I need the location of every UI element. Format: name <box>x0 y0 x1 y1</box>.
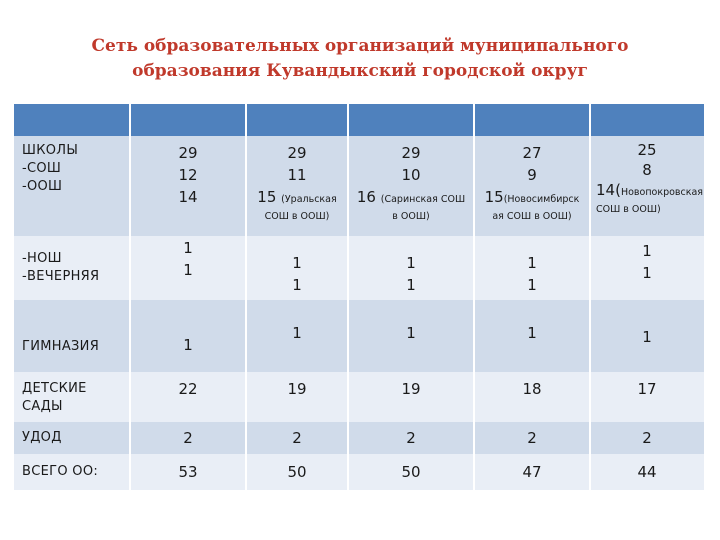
cell-total-2018: 50 <box>401 463 421 481</box>
label-line: САДЫ <box>22 399 63 414</box>
cell-nosh-2020: 1 1 <box>590 240 704 284</box>
label-line: -СОШ <box>22 161 62 176</box>
value-sosh-total: 29 <box>401 144 421 162</box>
cell-kindergartens-2017: 19 <box>287 380 307 398</box>
value-nosh: 1 <box>183 239 193 257</box>
cell-udod-2016: 2 <box>183 429 193 447</box>
value-evening: 1 <box>406 276 416 294</box>
cell-gymnasium-2018: 1 <box>406 324 416 342</box>
value-oosh: 14(Новопокровская <box>590 180 704 203</box>
value-nosh: 1 <box>527 254 537 272</box>
label-line: ДЕТСКИЕ <box>22 381 87 396</box>
value-sosh: 11 <box>287 166 307 184</box>
value-evening: 1 <box>292 276 302 294</box>
value-sosh-total: 29 <box>287 144 307 162</box>
column-separator <box>589 104 591 490</box>
year-header-2020: 2020 <box>627 8 667 26</box>
row-label-kindergartens: ДЕТСКИЕ САДЫ <box>22 380 87 416</box>
cell-kindergartens-2016: 22 <box>178 380 198 398</box>
note-2018: в ООШ) <box>392 211 430 222</box>
cell-schools-2016: 29 12 14 <box>130 142 246 208</box>
cell-total-2017: 50 <box>287 463 307 481</box>
value-evening: 1 <box>183 261 193 279</box>
label-line: -ВЕЧЕРНЯЯ <box>22 269 100 284</box>
value-oosh: 14 <box>178 188 198 206</box>
value-sosh: 8 <box>642 161 652 179</box>
column-separator <box>473 104 475 490</box>
note-2020: СОШ в ООШ) <box>596 204 661 215</box>
cell-kindergartens-2019: 18 <box>522 380 542 398</box>
cell-gymnasium-2019: 1 <box>527 324 537 342</box>
title-line-1: Сеть образовательных организаций муницип… <box>91 36 629 56</box>
cell-schools-2019: 27 9 15(Новосимбирск <box>474 142 590 211</box>
value-nosh: 1 <box>642 242 652 260</box>
label-line: ШКОЛЫ <box>22 143 79 158</box>
cell-schools-2017: 29 11 15 (Уральская <box>246 142 348 211</box>
cell-kindergartens-2018: 19 <box>401 380 421 398</box>
cell-kindergartens-2020: 17 <box>637 380 657 398</box>
cell-nosh-2019: 1 1 <box>474 252 590 296</box>
value-oosh-note: (Новосимбирск <box>503 194 580 205</box>
value-oosh: 15(Новосимбирск <box>474 186 590 211</box>
value-nosh: 1 <box>292 254 302 272</box>
value-sosh: 12 <box>178 166 198 184</box>
slide-title: Сеть образовательных организаций муницип… <box>0 34 720 84</box>
column-separator <box>347 104 349 490</box>
row-label-udod: УДОД <box>22 430 62 445</box>
value-oosh-note: Новопокровская <box>620 187 704 198</box>
cell-udod-2017: 2 <box>292 429 302 447</box>
note-2019: ая СОШ в ООШ) <box>492 211 572 222</box>
table-header-row <box>14 104 704 136</box>
value-oosh-number: 15 <box>484 188 504 206</box>
cell-total-2016: 53 <box>178 463 198 481</box>
value-oosh-number: 15 <box>257 188 277 206</box>
year-header-2019: 2019 <box>512 8 552 26</box>
value-oosh-note: (Саринская СОШ <box>380 194 466 205</box>
year-header-2018: 2018 <box>391 8 431 26</box>
year-header-2016: 2016 <box>168 8 208 26</box>
value-sosh-total: 25 <box>637 141 657 159</box>
row-label-total: ВСЕГО ОО: <box>22 464 99 479</box>
value-oosh-number: 14( <box>596 181 621 199</box>
cell-schools-2018: 29 10 16 (Саринская СОШ <box>348 142 474 211</box>
year-header-2017: 2017 <box>277 8 317 26</box>
value-oosh: 16 (Саринская СОШ <box>348 186 474 211</box>
cell-nosh-2017: 1 1 <box>246 252 348 296</box>
value-evening: 1 <box>642 264 652 282</box>
column-separator <box>245 104 247 490</box>
value-oosh-number: 16 <box>356 188 376 206</box>
cell-schools-2020: 25 8 14(Новопокровская <box>590 140 704 203</box>
title-line-2: образования Кувандыкский городской округ <box>132 61 588 81</box>
value-oosh-note: (Уральская <box>281 194 337 205</box>
value-nosh: 1 <box>406 254 416 272</box>
cell-total-2019: 47 <box>522 463 542 481</box>
row-label-nosh: -НОШ -ВЕЧЕРНЯЯ <box>22 250 99 286</box>
cell-gymnasium-2017: 1 <box>292 324 302 342</box>
label-line: -ООШ <box>22 179 63 194</box>
cell-nosh-2016: 1 1 <box>130 237 246 281</box>
value-oosh: 15 (Уральская <box>246 186 348 211</box>
note-2017: СОШ в ООШ) <box>264 211 330 222</box>
cell-gymnasium-2020: 1 <box>642 328 652 346</box>
row-label-schools: ШКОЛЫ -СОШ -ООШ <box>22 142 78 196</box>
cell-udod-2020: 2 <box>642 429 652 447</box>
value-sosh: 10 <box>401 166 421 184</box>
cell-nosh-2018: 1 1 <box>348 252 474 296</box>
value-sosh: 9 <box>527 166 537 184</box>
value-evening: 1 <box>527 276 537 294</box>
cell-udod-2019: 2 <box>527 429 537 447</box>
row-label-gymnasium: ГИМНАЗИЯ <box>22 339 100 354</box>
cell-udod-2018: 2 <box>406 429 416 447</box>
value-sosh-total: 29 <box>178 144 198 162</box>
label-line: -НОШ <box>22 251 62 266</box>
cell-total-2020: 44 <box>637 463 657 481</box>
value-sosh-total: 27 <box>522 144 542 162</box>
cell-gymnasium-2016: 1 <box>183 336 193 354</box>
column-separator <box>129 104 131 490</box>
